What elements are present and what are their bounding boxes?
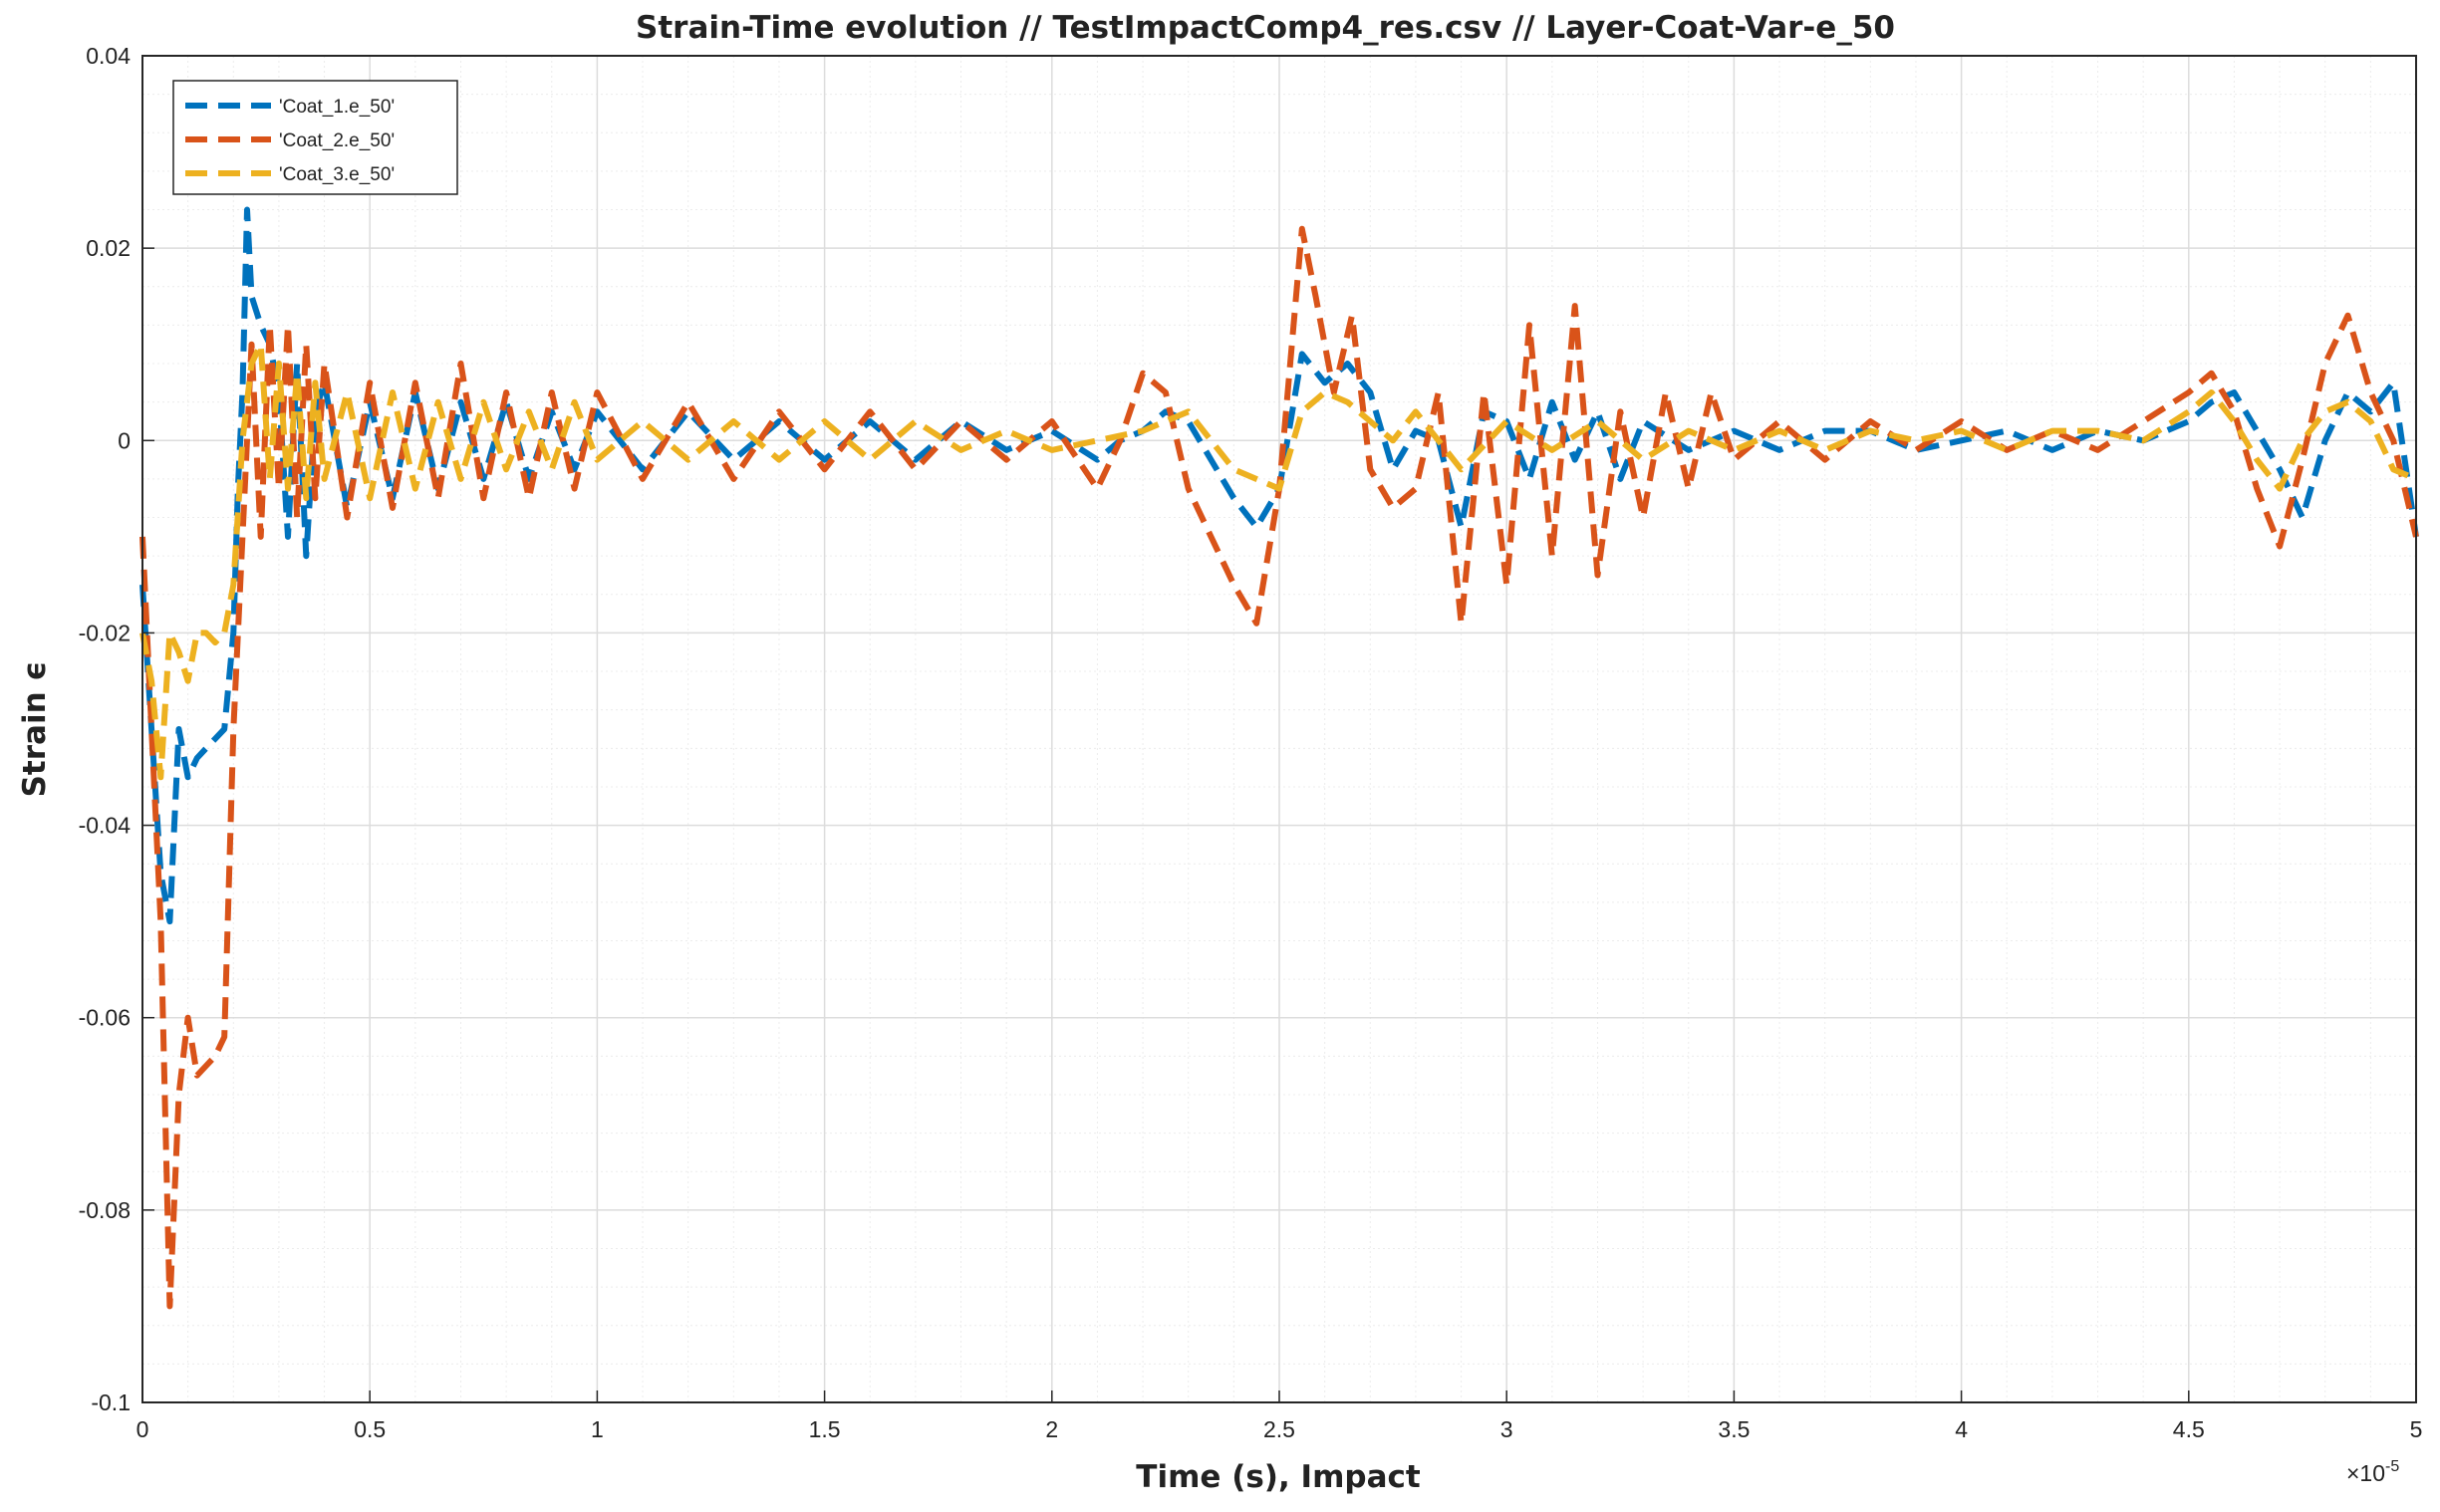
y-axis-ticks: -0.1 -0.08 -0.06 -0.04 -0.02 0 0.02 0.04: [79, 43, 154, 1415]
legend-entry-coat-2: 'Coat_2.e_50': [279, 130, 395, 151]
x-tick-label: 4: [1955, 1416, 1968, 1442]
y-tick-label: -0.02: [79, 620, 131, 645]
legend-entry-coat-1: 'Coat_1.e_50': [279, 97, 395, 118]
series-line-coat-3: [139, 341, 2418, 781]
y-tick-label: 0.02: [86, 235, 131, 261]
y-tick-label: -0.08: [79, 1197, 131, 1223]
y-tick-label: -0.1: [91, 1389, 131, 1415]
y-tick-label: 0: [118, 427, 131, 453]
x-tick-label: 5: [2410, 1416, 2423, 1442]
y-tick-label: 0.04: [86, 43, 131, 69]
series-line-coat-1: [139, 206, 2419, 925]
legend: 'Coat_1.e_50' 'Coat_2.e_50' 'Coat_3.e_50': [172, 80, 458, 195]
x-tick-label: 4.5: [2173, 1416, 2205, 1442]
x-tick-label: 3: [1500, 1416, 1513, 1442]
y-axis-label: Strain ϵ: [17, 661, 53, 798]
x-tick-label: 2.5: [1263, 1416, 1295, 1442]
series-layer: [139, 206, 2419, 1310]
plot-area: [139, 55, 2419, 1403]
x-exponent-power: -5: [2385, 1458, 2399, 1475]
x-axis-ticks: 0 0.5 1 1.5 2 2.5 3 3.5 4 4.5 5: [136, 1390, 2423, 1442]
y-tick-label: -0.06: [79, 1005, 131, 1031]
legend-entry-coat-3: 'Coat_3.e_50': [279, 164, 395, 185]
x-exponent-base: ×10: [2346, 1460, 2385, 1486]
chart-title: Strain-Time evolution // TestImpactComp4…: [636, 10, 1895, 46]
x-tick-label: 3.5: [1718, 1416, 1750, 1442]
x-tick-label: 2: [1045, 1416, 1058, 1442]
x-exponent-label: ×10-5: [2346, 1458, 2399, 1486]
x-tick-label: 1: [591, 1416, 604, 1442]
x-tick-label: 1.5: [809, 1416, 841, 1442]
x-tick-label: 0: [136, 1416, 149, 1442]
x-axis-label: Time (s), Impact: [1136, 1459, 1421, 1495]
x-tick-label: 0.5: [354, 1416, 386, 1442]
y-tick-label: -0.04: [79, 813, 132, 839]
